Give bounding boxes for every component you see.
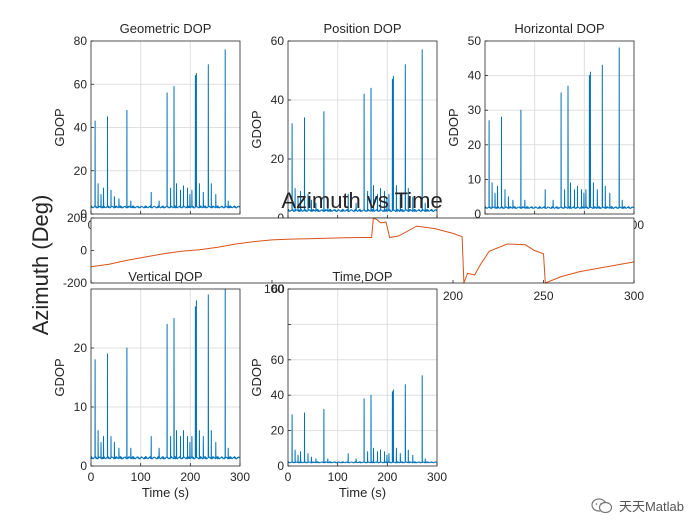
panel-title: Horizontal DOP xyxy=(514,21,604,36)
y-tick-label: 20 xyxy=(74,341,88,355)
panel-title: Position DOP xyxy=(323,21,401,36)
wechat-icon xyxy=(591,497,613,513)
y-tick-label: 0 xyxy=(80,244,87,258)
x-tick-label: 200 xyxy=(377,470,397,484)
dop-series-line xyxy=(484,47,634,209)
azimuth-series-line xyxy=(90,217,635,284)
y-tick-label: 30 xyxy=(468,103,482,117)
y-tick-label: 100 xyxy=(264,282,284,296)
azimuth-y-axis-label: Azimuth (Deg) xyxy=(28,195,53,336)
axes-box xyxy=(90,288,241,467)
axes-box xyxy=(287,288,438,467)
panel-title: Vertical DOP xyxy=(128,269,202,284)
plot-area xyxy=(288,41,437,218)
y-tick-label: 10 xyxy=(468,172,482,186)
axes-box xyxy=(484,40,635,215)
y-tick-label: 60 xyxy=(74,77,88,91)
x-tick-label: 250 xyxy=(533,289,553,303)
x-tick-label: 300 xyxy=(230,470,250,484)
panel-title: Time DOP xyxy=(332,269,392,284)
y-axis-label: GDOP xyxy=(249,110,264,148)
y-tick-label: 20 xyxy=(468,138,482,152)
x-axis-label: Time (s) xyxy=(339,485,386,500)
plot-area xyxy=(485,41,634,214)
y-tick-label: 60 xyxy=(271,34,285,48)
y-tick-label: 0 xyxy=(80,207,87,221)
azimuth-overlap-tick-label: 60 xyxy=(271,282,285,296)
y-tick-label: 10 xyxy=(74,400,88,414)
y-tick-label: 80 xyxy=(74,34,88,48)
azimuth-title: Azimuth vs Time xyxy=(281,188,442,213)
panel-vertical-dop: 0 100 200 300 0 10 20 Vertical DOP Time (s) GDOP xyxy=(52,269,250,500)
y-tick-label: 60 xyxy=(271,353,285,367)
watermark-text: 天天Matlab xyxy=(618,499,684,514)
y-tick-label: 20 xyxy=(271,152,285,166)
y-tick-label: 40 xyxy=(468,69,482,83)
x-tick-label: 0 xyxy=(285,470,292,484)
y-tick-label: 50 xyxy=(468,34,482,48)
x-tick-label: 100 xyxy=(328,470,348,484)
panel-horizontal-dop: 010020030001020304050Horizontal DOPTime … xyxy=(446,21,644,248)
dop-series-line xyxy=(287,49,437,212)
x-tick-label: 200 xyxy=(180,470,200,484)
watermark: 天天Matlab xyxy=(591,496,684,515)
y-tick-label: 20 xyxy=(271,424,285,438)
plot-area xyxy=(91,218,634,283)
x-axis-label: Time (s) xyxy=(142,485,189,500)
y-tick-label: 20 xyxy=(74,164,88,178)
y-tick-label: 40 xyxy=(74,121,88,135)
plot-area xyxy=(288,289,437,466)
x-tick-label: 300 xyxy=(427,470,447,484)
y-tick-label: 40 xyxy=(271,388,285,402)
plot-area xyxy=(91,289,240,466)
x-tick-label: 100 xyxy=(131,470,151,484)
y-tick-label: 0 xyxy=(277,459,284,473)
dop-series-line xyxy=(90,288,240,460)
y-tick-label: 40 xyxy=(271,93,285,107)
y-tick-label: 0 xyxy=(80,459,87,473)
y-tick-label: -200 xyxy=(63,276,87,290)
y-tick-label: 200 xyxy=(67,211,87,225)
dop-series-line xyxy=(287,375,437,464)
y-axis-label: GDOP xyxy=(249,358,264,396)
panel-title: Geometric DOP xyxy=(120,21,212,36)
y-tick-label: 0 xyxy=(474,207,481,221)
x-tick-label: 200 xyxy=(443,289,463,303)
x-tick-label: 300 xyxy=(624,289,644,303)
x-tick-label: 0 xyxy=(88,470,95,484)
y-axis-label: GDOP xyxy=(446,108,461,146)
dop-series-line xyxy=(90,49,240,209)
y-axis-label: GDOP xyxy=(52,358,67,396)
y-axis-label: GDOP xyxy=(52,108,67,146)
